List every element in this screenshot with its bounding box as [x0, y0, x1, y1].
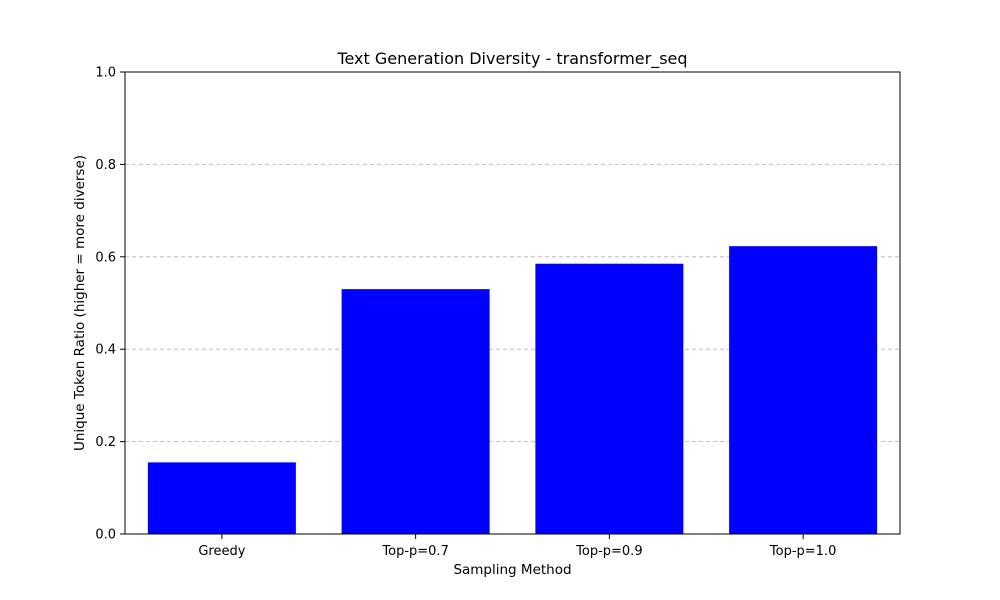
- y-tick-label: 0.0: [95, 528, 116, 543]
- bar-greedy: [147, 462, 296, 534]
- y-tick-label: 1.0: [95, 66, 116, 81]
- x-axis-label: Sampling Method: [453, 562, 571, 578]
- bars: [147, 246, 878, 534]
- bar-top-p-1-0: [729, 246, 878, 534]
- x-axis-ticks: Greedy Top-p=0.7 Top-p=0.9 Top-p=1.0: [198, 534, 836, 559]
- y-tick-label: 0.4: [95, 343, 116, 358]
- y-tick-label: 0.6: [95, 250, 116, 265]
- y-axis-label: Unique Token Ratio (higher = more divers…: [72, 155, 88, 451]
- x-tick-label: Greedy: [198, 544, 245, 559]
- x-tick-label: Top-p=1.0: [769, 544, 836, 559]
- y-tick-label: 0.2: [95, 435, 116, 450]
- y-axis-ticks: 0.0 0.2 0.4 0.6 0.8 1.0: [95, 66, 125, 543]
- bar-top-p-0-9: [535, 263, 684, 534]
- y-tick-label: 0.8: [95, 158, 116, 173]
- chart-title: Text Generation Diversity - transformer_…: [336, 49, 687, 69]
- plot-frame: [124, 71, 901, 535]
- x-tick-label: Top-p=0.9: [575, 544, 642, 559]
- bar-top-p-0-7: [341, 289, 490, 534]
- x-tick-label: Top-p=0.7: [381, 544, 448, 559]
